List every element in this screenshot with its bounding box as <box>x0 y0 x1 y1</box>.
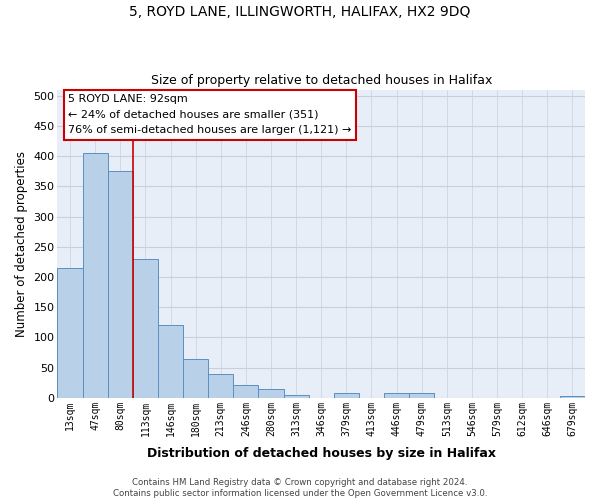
Bar <box>83 153 108 398</box>
Bar <box>334 393 359 398</box>
Text: 5, ROYD LANE, ILLINGWORTH, HALIFAX, HX2 9DQ: 5, ROYD LANE, ILLINGWORTH, HALIFAX, HX2 … <box>130 5 470 19</box>
Bar <box>183 358 208 398</box>
Y-axis label: Number of detached properties: Number of detached properties <box>15 150 28 336</box>
Bar <box>58 268 83 398</box>
Bar <box>158 326 183 398</box>
Bar <box>108 171 133 398</box>
Bar <box>259 389 284 398</box>
Bar <box>133 259 158 398</box>
Bar <box>233 384 259 398</box>
Bar <box>560 396 585 398</box>
Text: Contains HM Land Registry data © Crown copyright and database right 2024.
Contai: Contains HM Land Registry data © Crown c… <box>113 478 487 498</box>
X-axis label: Distribution of detached houses by size in Halifax: Distribution of detached houses by size … <box>147 447 496 460</box>
Bar <box>208 374 233 398</box>
Bar <box>409 393 434 398</box>
Bar <box>384 393 409 398</box>
Text: 5 ROYD LANE: 92sqm
← 24% of detached houses are smaller (351)
76% of semi-detach: 5 ROYD LANE: 92sqm ← 24% of detached hou… <box>68 94 352 136</box>
Title: Size of property relative to detached houses in Halifax: Size of property relative to detached ho… <box>151 74 492 87</box>
Bar <box>284 395 308 398</box>
